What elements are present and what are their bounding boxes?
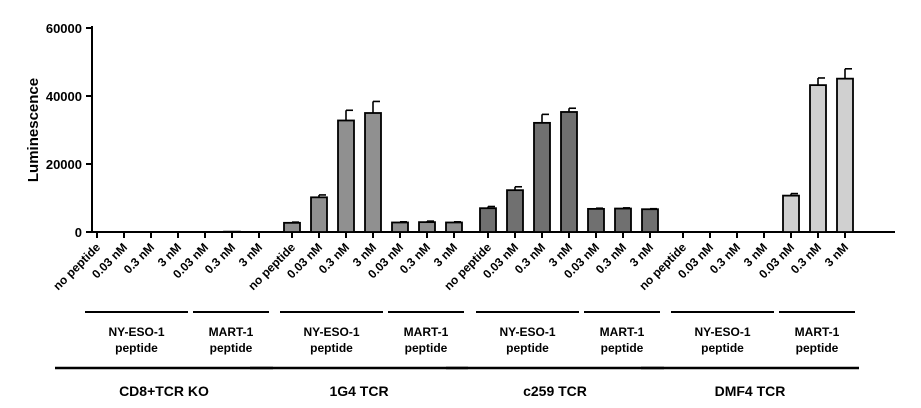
axes: 0 20000 40000 60000 (46, 21, 895, 240)
bar (533, 121, 551, 233)
bar (445, 221, 463, 233)
group-labels: NY-ESO-1 peptide MART-1 peptide NY-ESO-1 pept… (55, 311, 859, 399)
bar (782, 194, 800, 233)
bar (310, 196, 328, 233)
peptide-group-label: peptide (115, 341, 158, 355)
category-label: 0.3 nM (397, 240, 433, 276)
cell-group-label: CD8+TCR KO (119, 383, 209, 399)
y-axis-label: Luminescence (25, 78, 42, 182)
category-label: 0.3 nM (593, 240, 629, 276)
peptide-group-label: NY-ESO-1 (108, 325, 164, 339)
bar (337, 119, 355, 233)
category-label: 0.3 nM (512, 240, 548, 276)
peptide-group-label: MART-1 (600, 325, 645, 339)
bar (587, 207, 605, 233)
bar (283, 221, 301, 233)
category-label: 3 nM (431, 240, 460, 269)
peptide-group-label: peptide (210, 341, 253, 355)
bar (809, 84, 827, 233)
peptide-group-label: peptide (601, 341, 644, 355)
peptide-group-label: NY-ESO-1 (694, 325, 750, 339)
bar (836, 77, 854, 233)
category-label: 3 nM (236, 240, 265, 269)
bar (391, 221, 409, 233)
peptide-group-label: MART-1 (795, 325, 840, 339)
peptide-group-label: MART-1 (209, 325, 254, 339)
peptide-group-label: MART-1 (404, 325, 449, 339)
category-label: 3 nM (822, 240, 851, 269)
peptide-group-label: peptide (405, 341, 448, 355)
y-tick-label: 20000 (46, 157, 82, 172)
peptide-group-label: peptide (310, 341, 353, 355)
peptide-group-label: peptide (506, 341, 549, 355)
bar (641, 208, 659, 233)
y-tick-label: 60000 (46, 21, 82, 36)
category-label: 0.3 nM (121, 240, 157, 276)
bar (479, 207, 497, 233)
y-tick-label: 0 (75, 225, 82, 240)
peptide-group-label: peptide (701, 341, 744, 355)
bar (364, 112, 382, 233)
cell-group-label: c259 TCR (523, 383, 587, 399)
peptide-group-label: NY-ESO-1 (499, 325, 555, 339)
bars (223, 77, 854, 233)
bar (560, 111, 578, 233)
category-label: 3 nM (627, 240, 656, 269)
peptide-group-label: NY-ESO-1 (303, 325, 359, 339)
category-label: 0.3 nM (788, 240, 824, 276)
cell-group-label: 1G4 TCR (329, 383, 388, 399)
category-label: 0.3 nM (316, 240, 352, 276)
bar (614, 207, 632, 233)
error-bars (291, 68, 852, 223)
y-tick-label: 40000 (46, 89, 82, 104)
cell-group-label: DMF4 TCR (715, 383, 786, 399)
bar (506, 189, 524, 233)
bar (418, 221, 436, 233)
category-label: 0.3 nM (707, 240, 743, 276)
category-label: 0.3 nM (202, 240, 238, 276)
peptide-group-label: peptide (796, 341, 839, 355)
